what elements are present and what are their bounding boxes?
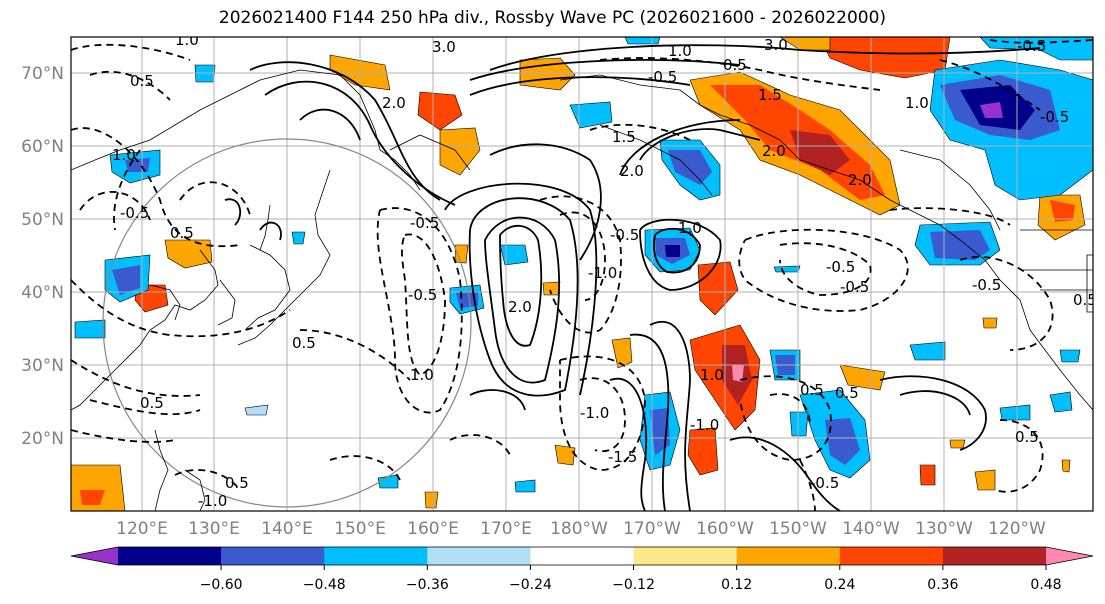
lon-label: 160°E xyxy=(407,519,459,539)
contour-label: -0.5 xyxy=(120,204,149,222)
contour-label-group: 3.0 1.0 0.5 1.0 0.5 -0.5 1.5 -0.5 1.0 2.… xyxy=(112,31,1097,510)
contour-label: 0.5 xyxy=(835,384,859,402)
contour-label: 1.0 xyxy=(410,366,434,384)
contour-label: 1.0 xyxy=(678,219,702,237)
lon-label: 150°W xyxy=(769,519,827,539)
colorbar-swatch xyxy=(633,547,738,565)
contour-label: 0.5 xyxy=(292,334,316,352)
lat-label: 60°N xyxy=(21,137,64,157)
contour-label: 1.0 xyxy=(700,366,724,384)
lon-label: 180°W xyxy=(550,519,608,539)
contour-label: 1.0 xyxy=(112,146,136,164)
contour-label: -0.5 xyxy=(648,68,677,86)
contour-label: 1.5 xyxy=(612,128,636,146)
contour-label: 0.5 xyxy=(800,381,824,399)
colorbar: −0.60 −0.48 −0.36 −0.24 −0.12 0.12 0.24 0.36 0.4… xyxy=(70,546,1094,593)
contour-label: -0.5 xyxy=(1017,37,1046,55)
lon-label: 130°W xyxy=(915,519,973,539)
contour-label: -1.0 xyxy=(580,404,609,422)
lon-label: 170°E xyxy=(480,519,532,539)
lon-label: 130°E xyxy=(188,519,240,539)
colorbar-tick-label: −0.48 xyxy=(303,577,346,593)
colorbar-tick-label: 0.36 xyxy=(927,577,958,593)
contour-label: 1.5 xyxy=(758,86,782,104)
contour-label: -0.5 xyxy=(810,474,839,492)
lat-label: 30°N xyxy=(21,356,64,376)
contour-label: -0.5 xyxy=(610,226,639,244)
lat-label: 40°N xyxy=(21,283,64,303)
lon-label: 160°W xyxy=(696,519,754,539)
longitude-axis: 120°E 130°E 140°E 150°E 160°E 170°E 180°… xyxy=(116,519,1046,539)
lat-label: 70°N xyxy=(21,64,64,84)
contour-label: -1.0 xyxy=(198,492,227,510)
colorbar-swatch xyxy=(118,547,222,565)
contour-label: -1.0 xyxy=(588,264,617,282)
colorbar-swatch xyxy=(736,547,841,565)
colorbar-swatch xyxy=(530,547,635,565)
contour-label: 2.0 xyxy=(382,94,406,112)
colorbar-swatch xyxy=(221,547,325,565)
contour-label: 0.5 xyxy=(140,394,164,412)
contour-label: 2.0 xyxy=(848,171,872,189)
contour-label: -0.5 xyxy=(840,278,869,296)
lon-label: 120°W xyxy=(988,519,1046,539)
contour-label: 2.0 xyxy=(762,142,786,160)
colorbar-tick-label: −0.24 xyxy=(509,577,552,593)
contour-label: -0.5 xyxy=(826,258,855,276)
colorbar-tick-label: −0.12 xyxy=(612,577,655,593)
dashed-contours xyxy=(71,39,1093,511)
lon-label: 140°E xyxy=(261,519,313,539)
colorbar-swatch xyxy=(1046,547,1093,565)
colorbar-swatch xyxy=(942,547,1047,565)
latitude-axis: 70°N 60°N 50°N 40°N 30°N 20°N xyxy=(21,64,64,449)
contour-label: 0.5 xyxy=(1015,428,1039,446)
lon-label: 170°W xyxy=(623,519,681,539)
lon-label: 140°W xyxy=(842,519,900,539)
contour-label: 1.0 xyxy=(668,42,692,60)
reference-circle xyxy=(102,138,472,508)
colorbar-tick-label: 0.12 xyxy=(721,577,752,593)
contour-label: 0.5 xyxy=(1073,291,1097,309)
map-frame xyxy=(70,36,1094,512)
lon-label: 120°E xyxy=(116,519,168,539)
map-title: 2026021400 F144 250 hPa div., Rossby Wav… xyxy=(218,8,887,28)
negative-shading xyxy=(74,37,1093,493)
lat-label: 50°N xyxy=(21,210,64,230)
contour-label: 0.5 xyxy=(170,224,194,242)
colorbar-swatch xyxy=(71,547,118,565)
contour-label: -1.5 xyxy=(608,448,637,466)
colorbar-tick-label: 0.24 xyxy=(824,577,855,593)
contour-label: 1.0 xyxy=(905,94,929,112)
colorbar-tick-label: −0.36 xyxy=(406,577,449,593)
lon-label: 150°E xyxy=(334,519,386,539)
contour-label: -0.5 xyxy=(408,286,437,304)
contour-label: 0.5 xyxy=(130,72,154,90)
contour-label: 1.0 xyxy=(175,31,199,49)
colorbar-swatch xyxy=(427,547,531,565)
contour-label: 0.5 xyxy=(723,56,747,74)
contour-label: -0.5 xyxy=(1040,108,1069,126)
positive-shading xyxy=(71,37,1086,511)
graticule xyxy=(71,37,1093,511)
contour-label: 3.0 xyxy=(432,38,456,56)
contour-label: -1.0 xyxy=(690,416,719,434)
contour-label: 2.0 xyxy=(508,298,532,316)
contour-label: -0.5 xyxy=(410,214,439,232)
contour-label: -0.5 xyxy=(972,276,1001,294)
colorbar-tick-label: 0.48 xyxy=(1030,577,1061,593)
contour-label: 0.5 xyxy=(225,474,249,492)
colorbar-tick-label: −0.60 xyxy=(200,577,243,593)
contour-label: 2.0 xyxy=(620,162,644,180)
colorbar-swatch xyxy=(839,547,944,565)
lat-label: 20°N xyxy=(21,429,64,449)
contour-label: 3.0 xyxy=(764,36,788,54)
colorbar-swatch xyxy=(324,547,428,565)
colorbar-outline xyxy=(70,546,1094,566)
